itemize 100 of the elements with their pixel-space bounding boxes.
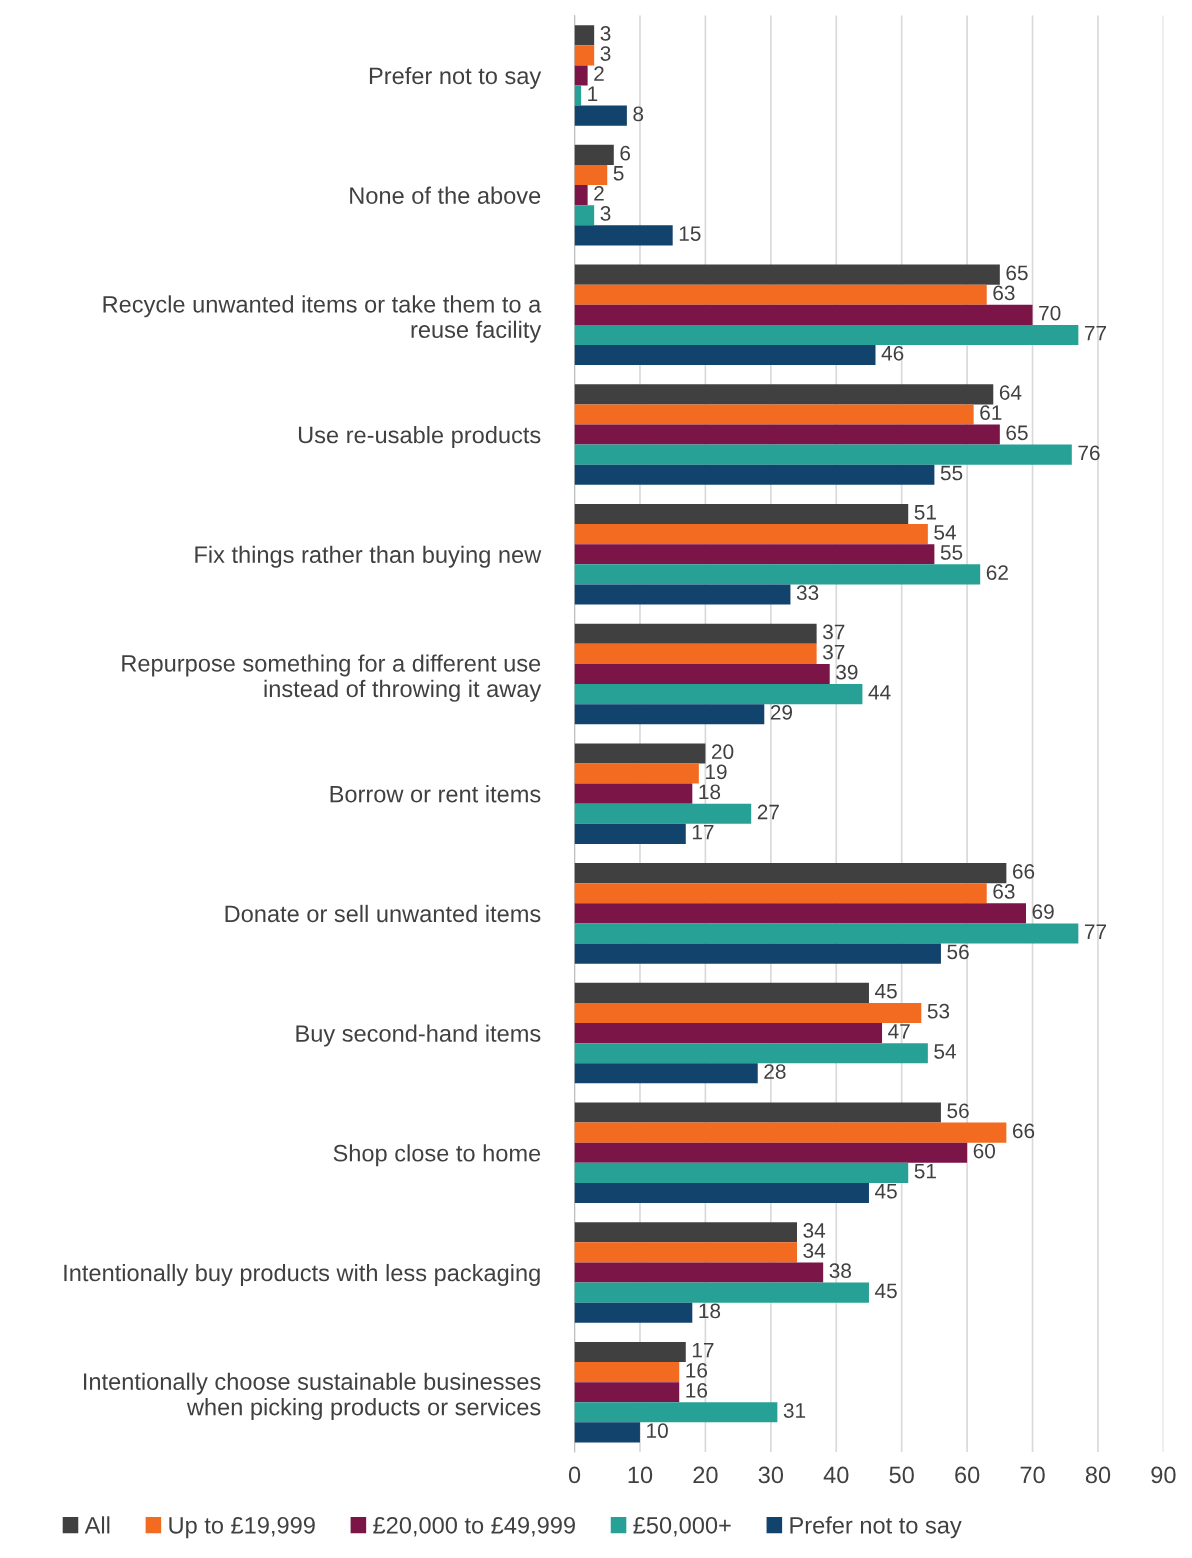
data-label: 45 bbox=[875, 1184, 897, 1199]
bar bbox=[574, 982, 869, 1003]
bar bbox=[574, 643, 817, 664]
bar bbox=[574, 144, 614, 165]
y-tick-label: Shop close to home bbox=[333, 1144, 541, 1167]
data-label: 47 bbox=[888, 1024, 910, 1039]
bar bbox=[574, 464, 935, 485]
x-tick-label: 10 bbox=[628, 1466, 653, 1484]
bar bbox=[574, 65, 588, 86]
data-label: 62 bbox=[986, 565, 1008, 580]
bar bbox=[574, 1182, 869, 1204]
data-label: 56 bbox=[947, 1103, 969, 1119]
data-label: 44 bbox=[868, 685, 891, 700]
bar bbox=[574, 783, 693, 804]
data-label: 37 bbox=[822, 624, 845, 640]
data-label: 56 bbox=[947, 944, 969, 960]
data-label: 46 bbox=[881, 345, 904, 361]
y-tick-label: Intentionally buy products with less packaging bbox=[64, 1263, 540, 1286]
data-label: 5 bbox=[613, 166, 624, 181]
data-label: 20 bbox=[712, 744, 734, 760]
data-label: 6 bbox=[620, 145, 631, 161]
data-label: 51 bbox=[914, 1163, 936, 1179]
bar bbox=[574, 863, 1007, 884]
bar bbox=[574, 25, 595, 46]
x-tick-label: 30 bbox=[758, 1466, 784, 1484]
data-label: 55 bbox=[940, 465, 963, 481]
bar bbox=[574, 225, 673, 246]
x-tick-label: 80 bbox=[1085, 1466, 1111, 1484]
data-label: 39 bbox=[836, 664, 858, 680]
bar bbox=[574, 324, 1079, 346]
legend-label: Prefer not to say bbox=[790, 1516, 962, 1539]
bar bbox=[574, 404, 974, 425]
x-tick-label: 70 bbox=[1020, 1466, 1045, 1484]
bar bbox=[574, 903, 1026, 924]
data-label: 54 bbox=[934, 1044, 956, 1059]
data-label: 33 bbox=[796, 585, 819, 601]
bar bbox=[574, 584, 791, 605]
bar bbox=[574, 1262, 824, 1283]
bar bbox=[574, 663, 830, 685]
bar bbox=[574, 564, 981, 585]
bar bbox=[574, 923, 1079, 944]
bar bbox=[574, 105, 627, 126]
bar bbox=[574, 823, 686, 844]
bar bbox=[574, 1142, 968, 1163]
bar bbox=[574, 503, 909, 525]
data-label: 27 bbox=[757, 804, 779, 820]
x-tick-label: 40 bbox=[823, 1466, 849, 1484]
data-label: 17 bbox=[692, 824, 714, 840]
data-label: 69 bbox=[1032, 904, 1054, 919]
bar bbox=[574, 544, 935, 565]
y-tick-label: Use re-usable products bbox=[298, 426, 541, 449]
data-label: 2 bbox=[594, 66, 604, 81]
data-label: 64 bbox=[999, 385, 1022, 400]
data-label: 16 bbox=[686, 1383, 708, 1398]
bar bbox=[574, 284, 987, 305]
bar bbox=[574, 1063, 758, 1084]
bar bbox=[574, 1043, 928, 1064]
data-label: 63 bbox=[993, 884, 1015, 899]
y-tick-label: Fix things rather than buying new bbox=[195, 545, 542, 568]
bar bbox=[574, 264, 1000, 285]
x-tick-label: 60 bbox=[955, 1466, 980, 1484]
data-label: 65 bbox=[1006, 425, 1028, 441]
data-label: 28 bbox=[764, 1064, 786, 1079]
data-label: 8 bbox=[633, 106, 644, 122]
bar bbox=[574, 1122, 1007, 1143]
y-tick-label: None of the above bbox=[350, 186, 541, 204]
bar bbox=[574, 743, 706, 764]
data-label: 34 bbox=[803, 1243, 826, 1258]
data-label: 66 bbox=[1012, 1123, 1035, 1139]
y-tick-label: Prefer not to say bbox=[369, 66, 542, 89]
y-tick-label: Intentionally choose sustainable businesses when picking products or services bbox=[84, 1372, 541, 1421]
y-tick-label: Buy second-hand items bbox=[296, 1024, 541, 1047]
legend-label: £50,000+ bbox=[633, 1516, 731, 1537]
data-label: 18 bbox=[699, 784, 721, 800]
bar bbox=[574, 1242, 797, 1263]
data-label: 34 bbox=[803, 1223, 826, 1238]
data-label: 63 bbox=[993, 285, 1015, 301]
bar bbox=[574, 345, 876, 366]
bar bbox=[574, 943, 941, 964]
x-tick-label: 0 bbox=[568, 1466, 581, 1484]
data-label: 17 bbox=[692, 1343, 714, 1358]
data-label: 3 bbox=[600, 26, 611, 41]
data-label: 3 bbox=[600, 46, 611, 61]
bar bbox=[574, 883, 987, 904]
data-label: 51 bbox=[914, 505, 936, 520]
bar bbox=[574, 1222, 797, 1243]
data-label: 53 bbox=[927, 1003, 950, 1019]
data-label: 1 bbox=[588, 86, 598, 101]
data-label: 38 bbox=[829, 1263, 851, 1279]
data-label: 55 bbox=[940, 545, 963, 560]
data-label: 29 bbox=[770, 705, 793, 720]
bar bbox=[574, 1402, 778, 1423]
bar bbox=[574, 684, 863, 705]
data-label: 61 bbox=[980, 405, 1002, 421]
x-tick-label: 20 bbox=[693, 1466, 718, 1484]
bar bbox=[574, 1382, 680, 1403]
data-label: 18 bbox=[699, 1303, 721, 1319]
bar bbox=[574, 1302, 693, 1323]
bar bbox=[574, 1162, 909, 1183]
y-tick-label: Repurpose something for a different use instead of throwing it away bbox=[122, 654, 542, 702]
